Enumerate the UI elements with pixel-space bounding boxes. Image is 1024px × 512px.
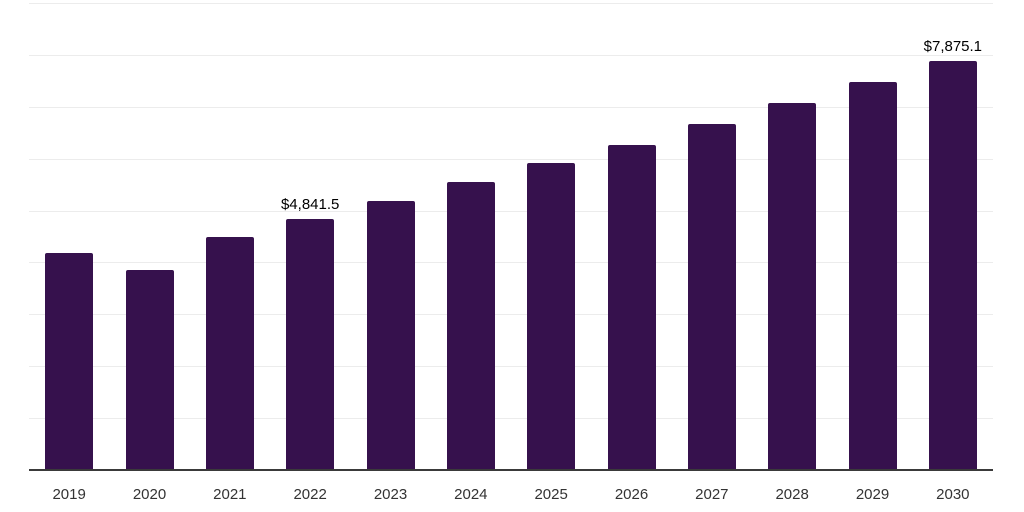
gridline-7000: [29, 106, 993, 108]
gridline-6000: [29, 158, 993, 160]
gridline-4000: [29, 262, 993, 264]
x-tick-2019: 2019: [52, 486, 86, 503]
x-tick-2020: 2020: [132, 486, 167, 503]
x-tick-2022: 2022: [293, 486, 327, 503]
bar-2022: [286, 218, 335, 470]
gridline-8000: [29, 54, 993, 56]
x-tick-2025: 2025: [534, 486, 568, 503]
x-tick-2024: 2024: [454, 486, 488, 503]
x-tick-2028: 2028: [775, 486, 809, 503]
gridline-9000: [29, 3, 993, 4]
value-label-2022: $4,841.5: [280, 195, 340, 213]
x-tick-2021: 2021: [213, 486, 247, 503]
x-tick-2026: 2026: [614, 486, 649, 503]
gridline-1000: [29, 418, 993, 420]
bar-2019: [45, 252, 94, 470]
x-tick-2027: 2027: [695, 486, 729, 503]
x-tick-2023: 2023: [373, 486, 408, 503]
bar-2023: [366, 200, 415, 470]
x-axis-line: [29, 469, 993, 471]
x-tick-2030: 2030: [936, 486, 970, 503]
gridline-3000: [29, 314, 993, 316]
bar-2024: [446, 182, 495, 470]
x-tick-2029: 2029: [855, 486, 890, 503]
bar-2025: [527, 163, 576, 470]
gridline-5000: [29, 210, 993, 212]
bar-2029: [848, 82, 897, 470]
bar-2027: [687, 124, 736, 470]
bar-2020: [125, 269, 174, 470]
gridline-2000: [29, 366, 993, 368]
bar-2028: [768, 103, 817, 470]
bar-2026: [607, 144, 656, 470]
bar-2021: [205, 236, 254, 470]
bar-2030: [928, 61, 977, 470]
value-label-2030: $7,875.1: [923, 38, 983, 56]
